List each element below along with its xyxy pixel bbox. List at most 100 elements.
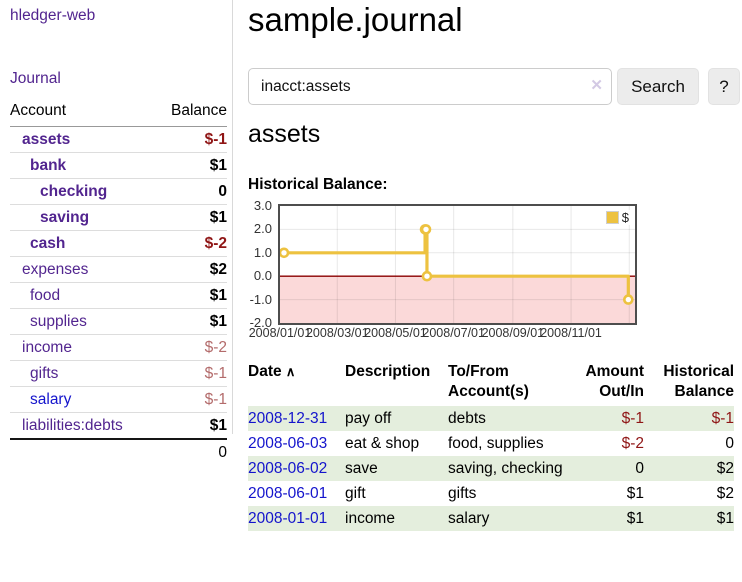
transaction-date-link[interactable]: 2008-01-01 — [248, 509, 328, 527]
accounts-table: Account Balance assets $-1 bank $1 checking 0… — [10, 102, 227, 465]
account-row: bank $1 — [10, 152, 227, 179]
account-row: assets $-1 — [10, 127, 227, 153]
account-link[interactable]: income — [22, 338, 72, 356]
transactions-header-row: Date ∧ Description To/From Account(s) Am… — [248, 362, 734, 406]
account-link[interactable]: liabilities:debts — [22, 416, 123, 434]
transaction-date-link[interactable]: 2008-06-03 — [248, 434, 328, 452]
transactions-body: 2008-12-31 pay off debts $-1 $-1 2008-06-03 ea… — [248, 406, 734, 531]
y-tick-label: -1.0 — [249, 291, 272, 307]
col-header-description: Description — [345, 363, 431, 380]
account-balance: $2 — [155, 256, 227, 283]
account-balance: $-2 — [155, 230, 227, 257]
account-link[interactable]: salary — [30, 390, 72, 408]
account-row: salary $-1 — [10, 386, 227, 413]
account-balance: $1 — [155, 152, 227, 179]
sidebar-item-journal[interactable]: Journal — [10, 70, 61, 87]
transaction-accounts: salary — [448, 509, 490, 527]
account-link[interactable]: assets — [22, 130, 71, 148]
chart-legend: $ — [604, 210, 630, 225]
chart-y-axis: 3.0 2.0 1.0 0.0 -1.0 -2.0 — [232, 198, 272, 330]
account-link[interactable]: checking — [40, 182, 108, 200]
accounts-total-row: 0 — [10, 438, 227, 465]
y-tick-label: -2.0 — [249, 315, 272, 330]
app-title-link[interactable]: hledger-web — [10, 7, 96, 24]
y-tick-label: 0.0 — [253, 268, 272, 284]
x-tick-label: 2008/01/01 — [248, 326, 312, 340]
page-title: sample.journal — [248, 1, 463, 38]
account-link[interactable]: saving — [40, 208, 90, 226]
account-balance: 0 — [155, 178, 227, 205]
x-tick-label: 2008/05/01 — [364, 326, 427, 340]
transaction-amount: $1 — [626, 484, 644, 502]
sort-ascending-icon: ∧ — [285, 364, 296, 379]
account-link[interactable]: food — [30, 286, 61, 304]
account-balance: $-1 — [155, 386, 227, 413]
account-link[interactable]: cash — [30, 234, 66, 252]
main-content: sample.journal ✕ Search ? assets Histori… — [248, 0, 742, 582]
account-balance: $1 — [155, 204, 227, 231]
col-header-accounts: To/From Account(s) — [448, 363, 529, 400]
accounts-header-balance: Balance — [155, 102, 227, 127]
transaction-balance: $2 — [716, 459, 734, 477]
account-row: checking 0 — [10, 178, 227, 205]
account-row: food $1 — [10, 282, 227, 309]
transaction-description: income — [345, 509, 395, 527]
table-row: 2008-06-03 eat & shop food, supplies $-2 0 — [248, 431, 734, 456]
account-row: expenses $2 — [10, 256, 227, 283]
account-balance: $1 — [155, 412, 227, 439]
search-form: ✕ Search ? — [248, 68, 740, 105]
legend-swatch-icon — [605, 211, 619, 224]
account-link[interactable]: gifts — [30, 364, 59, 382]
account-row: gifts $-1 — [10, 360, 227, 387]
search-box: ✕ — [248, 68, 612, 105]
accounts-total-balance: 0 — [155, 438, 227, 465]
account-row: cash $-2 — [10, 230, 227, 257]
transactions-table: Date ∧ Description To/From Account(s) Am… — [248, 362, 734, 531]
search-button[interactable]: Search — [617, 68, 699, 105]
y-tick-label: 1.0 — [253, 244, 272, 260]
col-header-balance: Historical Balance — [663, 363, 734, 400]
sidebar-separator — [232, 0, 233, 434]
chart-title: Historical Balance: — [248, 176, 388, 193]
transaction-amount: $-2 — [621, 434, 644, 452]
account-link[interactable]: bank — [30, 156, 67, 174]
account-balance: $-1 — [204, 130, 227, 148]
chart-plot: $ — [278, 204, 637, 325]
transaction-description: save — [345, 459, 378, 477]
clear-search-icon[interactable]: ✕ — [590, 77, 603, 94]
table-row: 2008-01-01 income salary $1 $1 — [248, 506, 734, 531]
historical-balance-chart: 3.0 2.0 1.0 0.0 -1.0 -2.0 $ 2008/01/01 2008/03… — [249, 198, 637, 349]
x-tick-label: 2008/09/01 — [481, 326, 545, 340]
legend-label: $ — [621, 210, 629, 225]
account-link[interactable]: supplies — [30, 312, 87, 330]
account-row: liabilities:debts $1 — [10, 412, 227, 439]
account-link[interactable]: expenses — [22, 260, 89, 278]
transaction-balance: 0 — [725, 434, 734, 452]
col-header-date[interactable]: Date ∧ — [248, 363, 296, 380]
transaction-accounts: gifts — [448, 484, 477, 502]
transaction-date-link[interactable]: 2008-06-02 — [248, 459, 328, 477]
x-tick-label: 2008/07/01 — [422, 326, 485, 340]
y-tick-label: 3.0 — [253, 198, 272, 213]
account-heading: assets — [248, 120, 321, 148]
transaction-balance: $2 — [716, 484, 734, 502]
transaction-accounts: saving, checking — [448, 459, 563, 477]
transaction-date-link[interactable]: 2008-12-31 — [248, 409, 328, 427]
table-row: 2008-06-01 gift gifts $1 $2 — [248, 481, 734, 506]
search-input[interactable] — [248, 68, 612, 105]
help-button[interactable]: ? — [708, 68, 740, 105]
account-balance: $1 — [155, 308, 227, 335]
transaction-date-link[interactable]: 2008-06-01 — [248, 484, 328, 502]
transaction-accounts: food, supplies — [448, 434, 544, 452]
account-row: supplies $1 — [10, 308, 227, 335]
x-tick-label: 2008/11/01 — [540, 326, 602, 340]
x-tick-label: 2008/03/01 — [305, 326, 369, 340]
transaction-description: gift — [345, 484, 366, 502]
transaction-description: pay off — [345, 409, 392, 427]
transaction-amount: $1 — [626, 509, 644, 527]
account-balance: $1 — [155, 282, 227, 309]
col-header-amount: Amount Out/In — [585, 363, 644, 400]
accounts-body: assets $-1 bank $1 checking 0 saving $1 cash $-2 e… — [10, 127, 227, 439]
transaction-amount: $-1 — [621, 409, 644, 427]
